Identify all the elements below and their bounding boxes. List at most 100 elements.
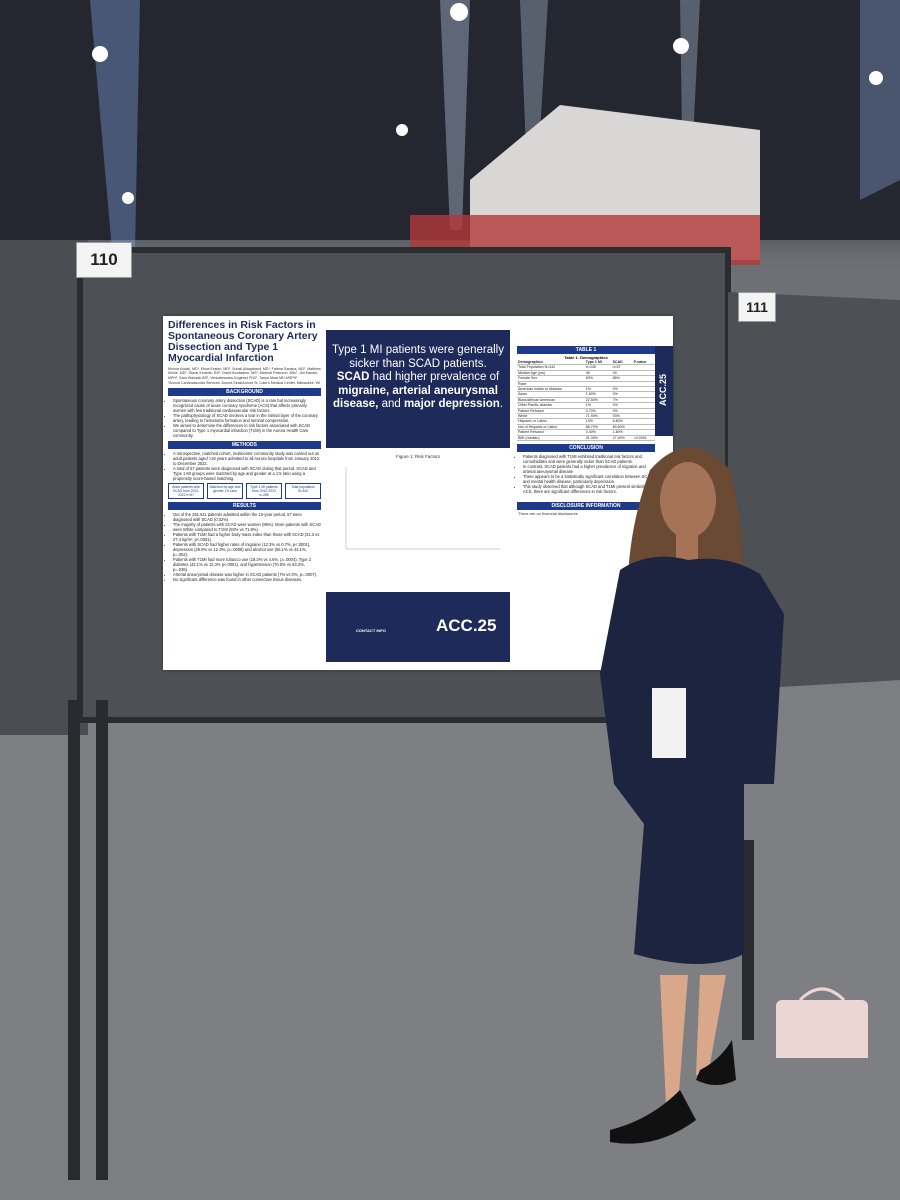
table-row: Other Pacific Islander 1% 0%: [517, 402, 655, 409]
table-row: Hispanic or Latino 13% 8.80%: [517, 418, 655, 425]
table-cell: Race: [517, 381, 585, 388]
poster: Differences in Risk Factors in Spontaneo…: [163, 316, 673, 670]
ceiling-light: [122, 192, 134, 204]
table-cell: 22.50%: [584, 397, 612, 404]
table-cell: n=57: [611, 364, 633, 371]
table-cell: 1%: [584, 386, 612, 393]
bullet: Patients diagnosed with T1MI exhibited t…: [523, 454, 659, 464]
ceiling-light: [92, 46, 108, 62]
booth-number: 110: [76, 242, 132, 278]
table-row: Patient Refused 0.70% 0%: [517, 408, 655, 415]
table-cell: Patient Refused: [517, 408, 585, 415]
contact-info: CONTACT INFO: [356, 628, 386, 633]
table-cell: 93%: [611, 413, 633, 420]
booth-number: 111: [738, 292, 776, 322]
poster-left-column: Differences in Risk Factors in Spontaneo…: [163, 316, 326, 670]
bullet: In contrast, SCAD patients had a higher …: [523, 464, 659, 474]
table-cell: 0.70%: [584, 408, 612, 415]
headline: Type 1 MI patients were generally sicker…: [326, 330, 510, 448]
bullet: Out of the 291,611 patients admitted wit…: [173, 512, 321, 522]
table-cell: 31.30%: [584, 435, 612, 442]
table-cell: 0%: [611, 386, 633, 393]
bullet-list: Patients diagnosed with T1MI exhibited t…: [523, 454, 659, 494]
headline-bold: migraine, arterial aneurysmal disease,: [332, 384, 498, 411]
table-cell: Total Population N=342: [517, 364, 585, 371]
light-beam: [440, 0, 470, 230]
bullet: A retrospective, matched cohort, multice…: [173, 451, 321, 466]
table-header-cell: P-value: [632, 360, 655, 366]
headline-bold: major depression: [403, 398, 500, 410]
authors: Mouna Kodali, MD¹, Ekow Essien, MD¹, Suh…: [168, 367, 321, 380]
table-cell: 1%: [584, 402, 612, 409]
bullet: We aimed to determine the differences in…: [173, 423, 321, 438]
bullet: The majority of patients with SCAD were …: [173, 522, 321, 532]
table-cell: Patient Refused: [517, 429, 585, 436]
bullet: There appears to be a statistically sign…: [523, 474, 659, 484]
board-leg: [96, 700, 108, 1180]
table-cell: 89.50%: [611, 424, 633, 431]
bullet: Spontaneous coronary artery dissection (…: [173, 398, 321, 413]
section-heading: RESULTS: [168, 502, 321, 511]
table-cell: [632, 375, 655, 382]
table-cell: Hispanic or Latino: [517, 418, 585, 425]
table-cell: [632, 413, 655, 420]
table-cell: [632, 418, 655, 425]
table-cell: 1.60%: [584, 391, 612, 398]
table-header-cell: Type 1 MI: [584, 360, 612, 366]
board-left: [0, 240, 88, 735]
table-header-row: Demographics Type 1 MI SCAD P-value: [517, 360, 655, 366]
section-heading: CONCLUSION: [517, 444, 655, 453]
table-row: American Indian or Alaskan 1% 0%: [517, 386, 655, 393]
table-row: White 71.90% 93%: [517, 413, 655, 420]
table-row: Median Age (yrs) 49 49: [517, 370, 655, 377]
logo: ACC.25: [436, 616, 497, 635]
headline-bold: SCAD: [336, 371, 370, 383]
ceiling-light: [869, 71, 883, 85]
bullet: Patients with T1MI had a higher body mas…: [173, 532, 321, 542]
bullet-list: Out of the 291,611 patients admitted wit…: [173, 512, 321, 582]
flow-chart: Adult patients with SCAD from 2012-2022 …: [168, 483, 321, 500]
table-cell: [632, 386, 655, 393]
table-row: Patient Refused 0.40% 1.80%: [517, 429, 655, 436]
table-cell: <0.0001: [632, 435, 655, 442]
table-row: Female Sex 83% 86%: [517, 375, 655, 382]
figure-title: Figure 1: Risk Factors: [395, 454, 440, 459]
table-cell: Black/African American: [517, 397, 585, 404]
table-cell: [611, 381, 633, 388]
board-leg: [742, 840, 754, 1040]
poster-middle-column: Type 1 MI patients were generally sicker…: [324, 316, 512, 670]
table-cell: [584, 381, 612, 388]
table-cell: [632, 397, 655, 404]
table-cell: 71.90%: [584, 413, 612, 420]
table-cell: [632, 402, 655, 409]
ceiling-light: [450, 3, 468, 21]
affiliation: ¹Aurora Cardiovascular Services, Aurora …: [168, 380, 321, 385]
bullet: The pathophysiology of SCAD involves a t…: [173, 413, 321, 423]
table-header-cell: SCAD: [611, 360, 633, 366]
bullet: No significant difference was found in o…: [173, 577, 321, 582]
handbag-strap: [798, 987, 846, 1002]
bullet-list: A retrospective, matched cohort, multice…: [173, 451, 321, 481]
table-cell: [632, 364, 655, 371]
headline-text: .: [499, 398, 504, 410]
bullet-list: Spontaneous coronary artery dissection (…: [173, 398, 321, 438]
table-cell: 8.80%: [611, 418, 633, 425]
table-cell: 83%: [584, 375, 612, 382]
table-cell: [632, 391, 655, 398]
board-right: [728, 292, 900, 690]
bullet: This study observed that although SCAD a…: [523, 484, 659, 494]
table-cell: Asian: [517, 391, 585, 398]
table-cell: 0%: [611, 391, 633, 398]
table-cell: American Indian or Alaskan: [517, 386, 585, 393]
poster-right-column: TABLE 1 Table 1. Demographics Demographi…: [513, 316, 673, 670]
table-cell: 7%: [611, 397, 633, 404]
flow-box: Matched by age and gender 1:5 ratio: [207, 483, 243, 500]
table-cell: [632, 408, 655, 415]
table-cell: Female Sex: [517, 375, 585, 382]
headline-text: had higher prevalence of: [369, 371, 500, 383]
table-cell: 49: [584, 370, 612, 377]
light-beam: [90, 0, 140, 250]
headline-text: and: [378, 398, 404, 410]
light-beam: [860, 0, 900, 200]
